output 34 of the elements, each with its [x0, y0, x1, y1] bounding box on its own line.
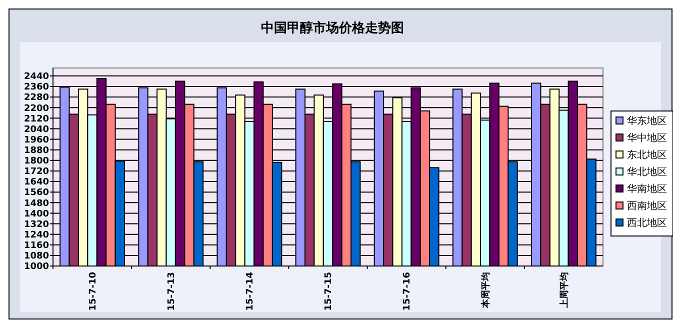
legend-label: 华中地区: [627, 132, 667, 144]
y-tick-label: 1880: [24, 146, 49, 156]
legend-label: 华东地区: [627, 115, 667, 127]
x-tick-label: 15-7-16: [402, 272, 413, 311]
y-tick-label: 2120: [24, 114, 49, 124]
y-tick-label: 1560: [24, 188, 49, 198]
y-tick-label: 1800: [24, 156, 49, 167]
y-tick-label: 1720: [24, 167, 49, 178]
y-tick-label: 2200: [24, 104, 49, 114]
y-tick-label: 1240: [24, 230, 49, 240]
y-tick-label: 1640: [24, 178, 49, 188]
legend-label: 华北地区: [627, 166, 667, 178]
y-tick-label: 1320: [24, 220, 49, 230]
chart-title: 中国甲醇市场价格走势图: [261, 20, 404, 36]
y-tick-label: 1160: [24, 241, 49, 252]
y-tick-label: 2040: [24, 124, 49, 135]
y-tick-label: 2360: [24, 82, 49, 93]
x-tick-label: 15-7-15: [324, 272, 334, 311]
legend-label: 西北地区: [627, 217, 667, 229]
legend-label: 华南地区: [627, 183, 667, 195]
y-tick-label: 1400: [24, 209, 49, 220]
x-tick-label: 15-7-10: [88, 272, 98, 311]
x-tick-label: 15-7-13: [167, 272, 178, 311]
x-tick-label: 15-7-14: [246, 272, 256, 311]
y-tick-label: 1000: [24, 262, 49, 272]
x-tick-label: 本周平均: [480, 272, 492, 309]
legend-label: 西南地区: [627, 200, 667, 212]
y-tick-label: 2440: [24, 72, 49, 82]
y-tick-label: 1960: [24, 135, 49, 146]
y-tick-label: 1080: [24, 252, 49, 262]
y-tick-label: 2280: [24, 93, 49, 104]
legend-label: 东北地区: [627, 149, 667, 161]
y-tick-label: 1480: [24, 198, 49, 209]
x-tick-label: 上周平均: [558, 272, 570, 309]
